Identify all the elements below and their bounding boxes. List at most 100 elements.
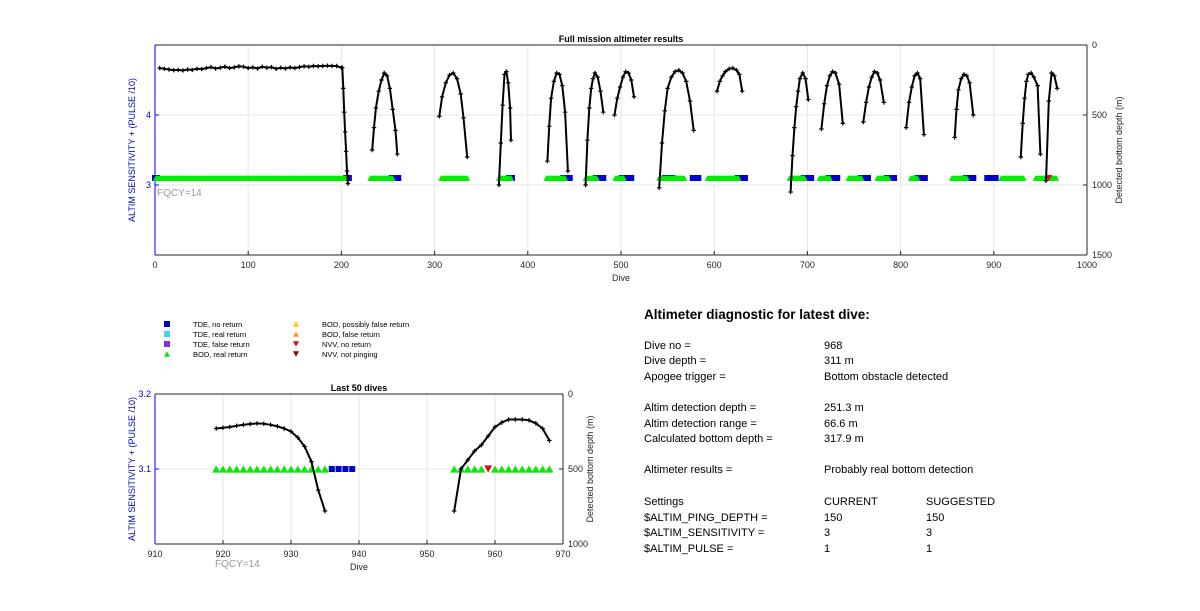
- last50-x-tick-label: 940: [351, 549, 366, 559]
- dive-no-value: 968: [824, 340, 843, 352]
- full-depth-point: [369, 147, 375, 153]
- full-depth-point: [691, 128, 696, 133]
- full-depth-point: [387, 86, 393, 91]
- last50-y-tick-label: 3.1: [138, 464, 151, 474]
- full-marker-triangle: [464, 175, 471, 181]
- full-marker-triangle: [735, 175, 742, 181]
- last50-y2-tick-label: 0: [568, 389, 573, 399]
- full-depth-point: [590, 76, 596, 81]
- calculated-bottom-label: Calculated bottom depth =: [644, 433, 773, 445]
- last50-tde-no-return-marker: [335, 466, 342, 472]
- full-marker-square: [566, 175, 573, 181]
- last50-y2-tick-label: 1000: [568, 539, 588, 549]
- full-depth-point: [872, 69, 877, 74]
- full-marker-triangle: [389, 175, 396, 181]
- full-depth-point: [726, 66, 732, 71]
- full-depth-point: [345, 181, 351, 186]
- last50-depth-point: [261, 421, 266, 426]
- last50-title: Last 50 dives: [331, 383, 388, 393]
- last50-depth-point: [322, 508, 328, 514]
- last50-depth-point: [472, 448, 477, 454]
- altim-detection-depth-value: 251.3 m: [824, 402, 864, 414]
- setting-name: $ALTIM_PULSE =: [644, 543, 734, 555]
- last50-tde-no-return-marker: [342, 466, 349, 472]
- altim-detection-range-value: 66.6 m: [824, 418, 858, 430]
- full-depth-point: [278, 65, 284, 70]
- full-depth-point: [273, 66, 279, 71]
- last50-tde-no-return-marker: [349, 466, 356, 472]
- last50-bod-real-marker: [321, 465, 329, 473]
- full-depth-point: [379, 77, 384, 83]
- full-depth-point: [504, 69, 509, 74]
- full-depth-point: [340, 65, 345, 70]
- full-depth-point: [1024, 79, 1029, 84]
- full-depth-point: [548, 96, 554, 101]
- last50-depth-point: [492, 424, 498, 430]
- full-depth-point: [866, 84, 872, 90]
- last50-bod-real-marker: [273, 465, 282, 473]
- full-depth-point: [176, 67, 181, 73]
- setting-current: 1: [824, 543, 831, 555]
- last50-y2-tick-label: 500: [568, 464, 583, 474]
- legend-label: BOD, false return: [322, 330, 380, 339]
- last50-fqcy-annotation: FQCY=14: [215, 559, 260, 570]
- full-depth-point: [792, 125, 797, 130]
- last50-y2-label: Detected bottom depth (m): [585, 415, 595, 522]
- full-fqcy-annotation: FQCY=14: [157, 188, 202, 199]
- last50-bod-real-marker: [545, 465, 554, 473]
- full-depth-point: [587, 105, 592, 111]
- full-depth-point: [877, 77, 883, 83]
- full-depth-point: [454, 76, 460, 81]
- full-depth-point: [797, 76, 803, 81]
- full-depth-point: [833, 70, 838, 76]
- full-marker-triangle: [562, 175, 569, 181]
- full-depth-point: [1035, 83, 1040, 88]
- full-x-tick-label: 700: [800, 260, 815, 270]
- full-marker-square: [741, 175, 748, 181]
- full-marker-triangle: [858, 175, 865, 181]
- full-depth-point: [803, 76, 808, 81]
- full-depth-point: [1026, 72, 1031, 77]
- full-depth-point: [218, 65, 223, 70]
- legend-label: NVV, not pinging: [322, 350, 378, 359]
- full-depth-point: [1020, 121, 1025, 126]
- full-depth-point: [560, 83, 565, 88]
- last50-bod-real-marker: [531, 465, 540, 473]
- full-depth-point: [585, 138, 590, 143]
- full-depth-point: [306, 64, 311, 69]
- full-depth-point: [190, 67, 195, 73]
- full-depth-point: [734, 68, 739, 73]
- last50-nvv-no-return-marker: [484, 465, 493, 473]
- full-depth-point: [954, 107, 959, 112]
- full-marker-square: [628, 175, 635, 181]
- full-depth-point: [334, 63, 339, 69]
- legend-marker: [293, 351, 299, 357]
- last50-bod-real-marker: [477, 465, 486, 473]
- full-depth-point: [588, 86, 594, 91]
- full-depth-point: [623, 69, 628, 74]
- full-depth-point: [583, 182, 588, 188]
- full-depth-point: [626, 70, 631, 76]
- full-marker-triangle: [620, 175, 627, 181]
- full-depth-point: [250, 65, 256, 70]
- legend-label: TDE, false return: [193, 340, 250, 349]
- full-depth-point: [502, 72, 507, 77]
- full-depth-point: [227, 65, 232, 71]
- last50-bod-real-marker: [266, 465, 275, 473]
- full-depth-point: [507, 105, 513, 111]
- full-depth-point: [465, 154, 470, 160]
- full-depth-point: [382, 70, 387, 76]
- full-depth-point: [971, 112, 976, 118]
- full-depth-point: [788, 189, 793, 195]
- full-depth-point: [687, 98, 693, 104]
- suggested-header: SUGGESTED: [926, 496, 996, 508]
- full-marker-triangle: [801, 175, 808, 181]
- full-x-label: Dive: [612, 273, 630, 283]
- full-depth-point: [325, 63, 330, 68]
- full-depth-point: [204, 65, 209, 71]
- full-depth-point: [1046, 98, 1051, 104]
- last50-bod-real-marker: [219, 465, 227, 473]
- full-marker-square: [395, 175, 402, 181]
- full-depth-point: [631, 94, 637, 99]
- full-marker-triangle: [885, 175, 892, 181]
